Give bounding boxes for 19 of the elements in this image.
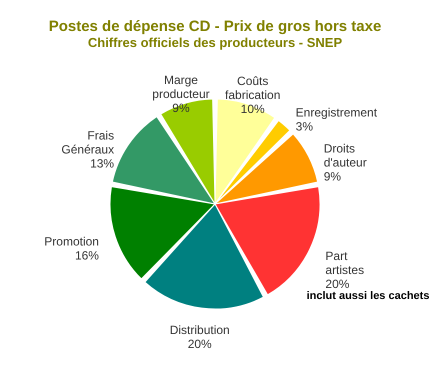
data-label: 3% (296, 119, 314, 134)
data-label: 9% (172, 100, 190, 115)
data-label: 16% (74, 248, 100, 263)
slice-label: Marge producteur (152, 72, 210, 101)
data-label: 9% (324, 170, 342, 184)
chart-subtitle: Chiffres officiels des producteurs - SNEP (88, 35, 342, 50)
slice-label: Enregistrement (296, 105, 378, 120)
slice-label: Distribution (170, 323, 230, 338)
slice-label: Droits d'auteur (324, 142, 367, 170)
chart-title: Postes de dépense CD - Prix de gros hors taxe (48, 18, 382, 35)
data-label: 10% (240, 102, 266, 116)
slice-label: Coûts fabrication (225, 74, 280, 102)
data-label: 20% (325, 276, 350, 291)
text: inclut aussi les cachets (306, 290, 430, 302)
data-label: 20% (188, 337, 212, 352)
data-label: 13% (90, 156, 114, 170)
slice-label: Frais Généraux (61, 128, 114, 156)
slice-label: Part artistes (325, 248, 364, 277)
slice-label: Promotion (44, 234, 99, 249)
